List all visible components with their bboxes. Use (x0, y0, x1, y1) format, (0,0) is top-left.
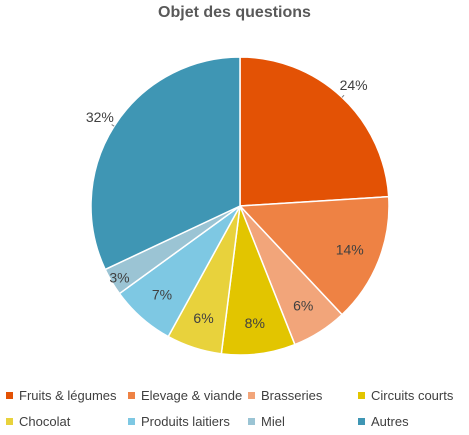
data-label-chocolat: 6% (193, 310, 213, 326)
legend-item-miel: Miel (248, 414, 285, 429)
data-label-brasseries: 6% (293, 298, 313, 314)
legend-label: Produits laitiers (141, 414, 230, 429)
legend-swatch (248, 418, 255, 425)
legend-label: Elevage & viande (141, 388, 243, 403)
pie-slice-fruits-legumes (239, 56, 390, 207)
pie-slice-autres (90, 56, 241, 271)
data-label-autres: 32% (86, 109, 114, 125)
legend-swatch (128, 392, 135, 399)
legend-item-circuits-courts: Circuits courts (358, 388, 453, 403)
legend-item-elevage-viande: Elevage & viande (128, 388, 242, 403)
legend-swatch (358, 418, 365, 425)
legend-item-brasseries: Brasseries (248, 388, 322, 403)
data-label-elevage-viande: 14% (336, 241, 364, 257)
data-label-produits-laitiers: 7% (152, 287, 172, 303)
legend-label: Chocolat (19, 414, 71, 429)
leader-line-autres (111, 124, 115, 127)
leader-line-fruits-legumes (341, 94, 345, 98)
legend-swatch (128, 418, 135, 425)
data-label-circuits-courts: 8% (245, 315, 265, 331)
chart-title: Objet des questions (158, 4, 311, 21)
data-label-miel: 3% (109, 269, 129, 285)
pie-slice-elevage-viande (238, 195, 390, 316)
legend-label: Brasseries (261, 388, 323, 403)
legend-item-fruits-legumes: Fruits & légumes (6, 388, 117, 403)
legend-item-chocolat: Chocolat (6, 414, 70, 429)
legend-label: Circuits courts (371, 388, 454, 403)
legend-swatch (6, 418, 13, 425)
pie-chart: 24% 14% 6% 8% 6% 7% 3% 32% (86, 56, 390, 356)
data-label-fruits-legumes: 24% (340, 77, 368, 93)
legend-item-produits-laitiers: Produits laitiers (128, 414, 230, 429)
legend-swatch (358, 392, 365, 399)
legend-label: Miel (261, 414, 285, 429)
legend-label: Autres (371, 414, 409, 429)
legend-swatch (248, 392, 255, 399)
legend-item-autres: Autres (358, 414, 409, 429)
legend-label: Fruits & légumes (19, 388, 117, 403)
legend-swatch (6, 392, 13, 399)
